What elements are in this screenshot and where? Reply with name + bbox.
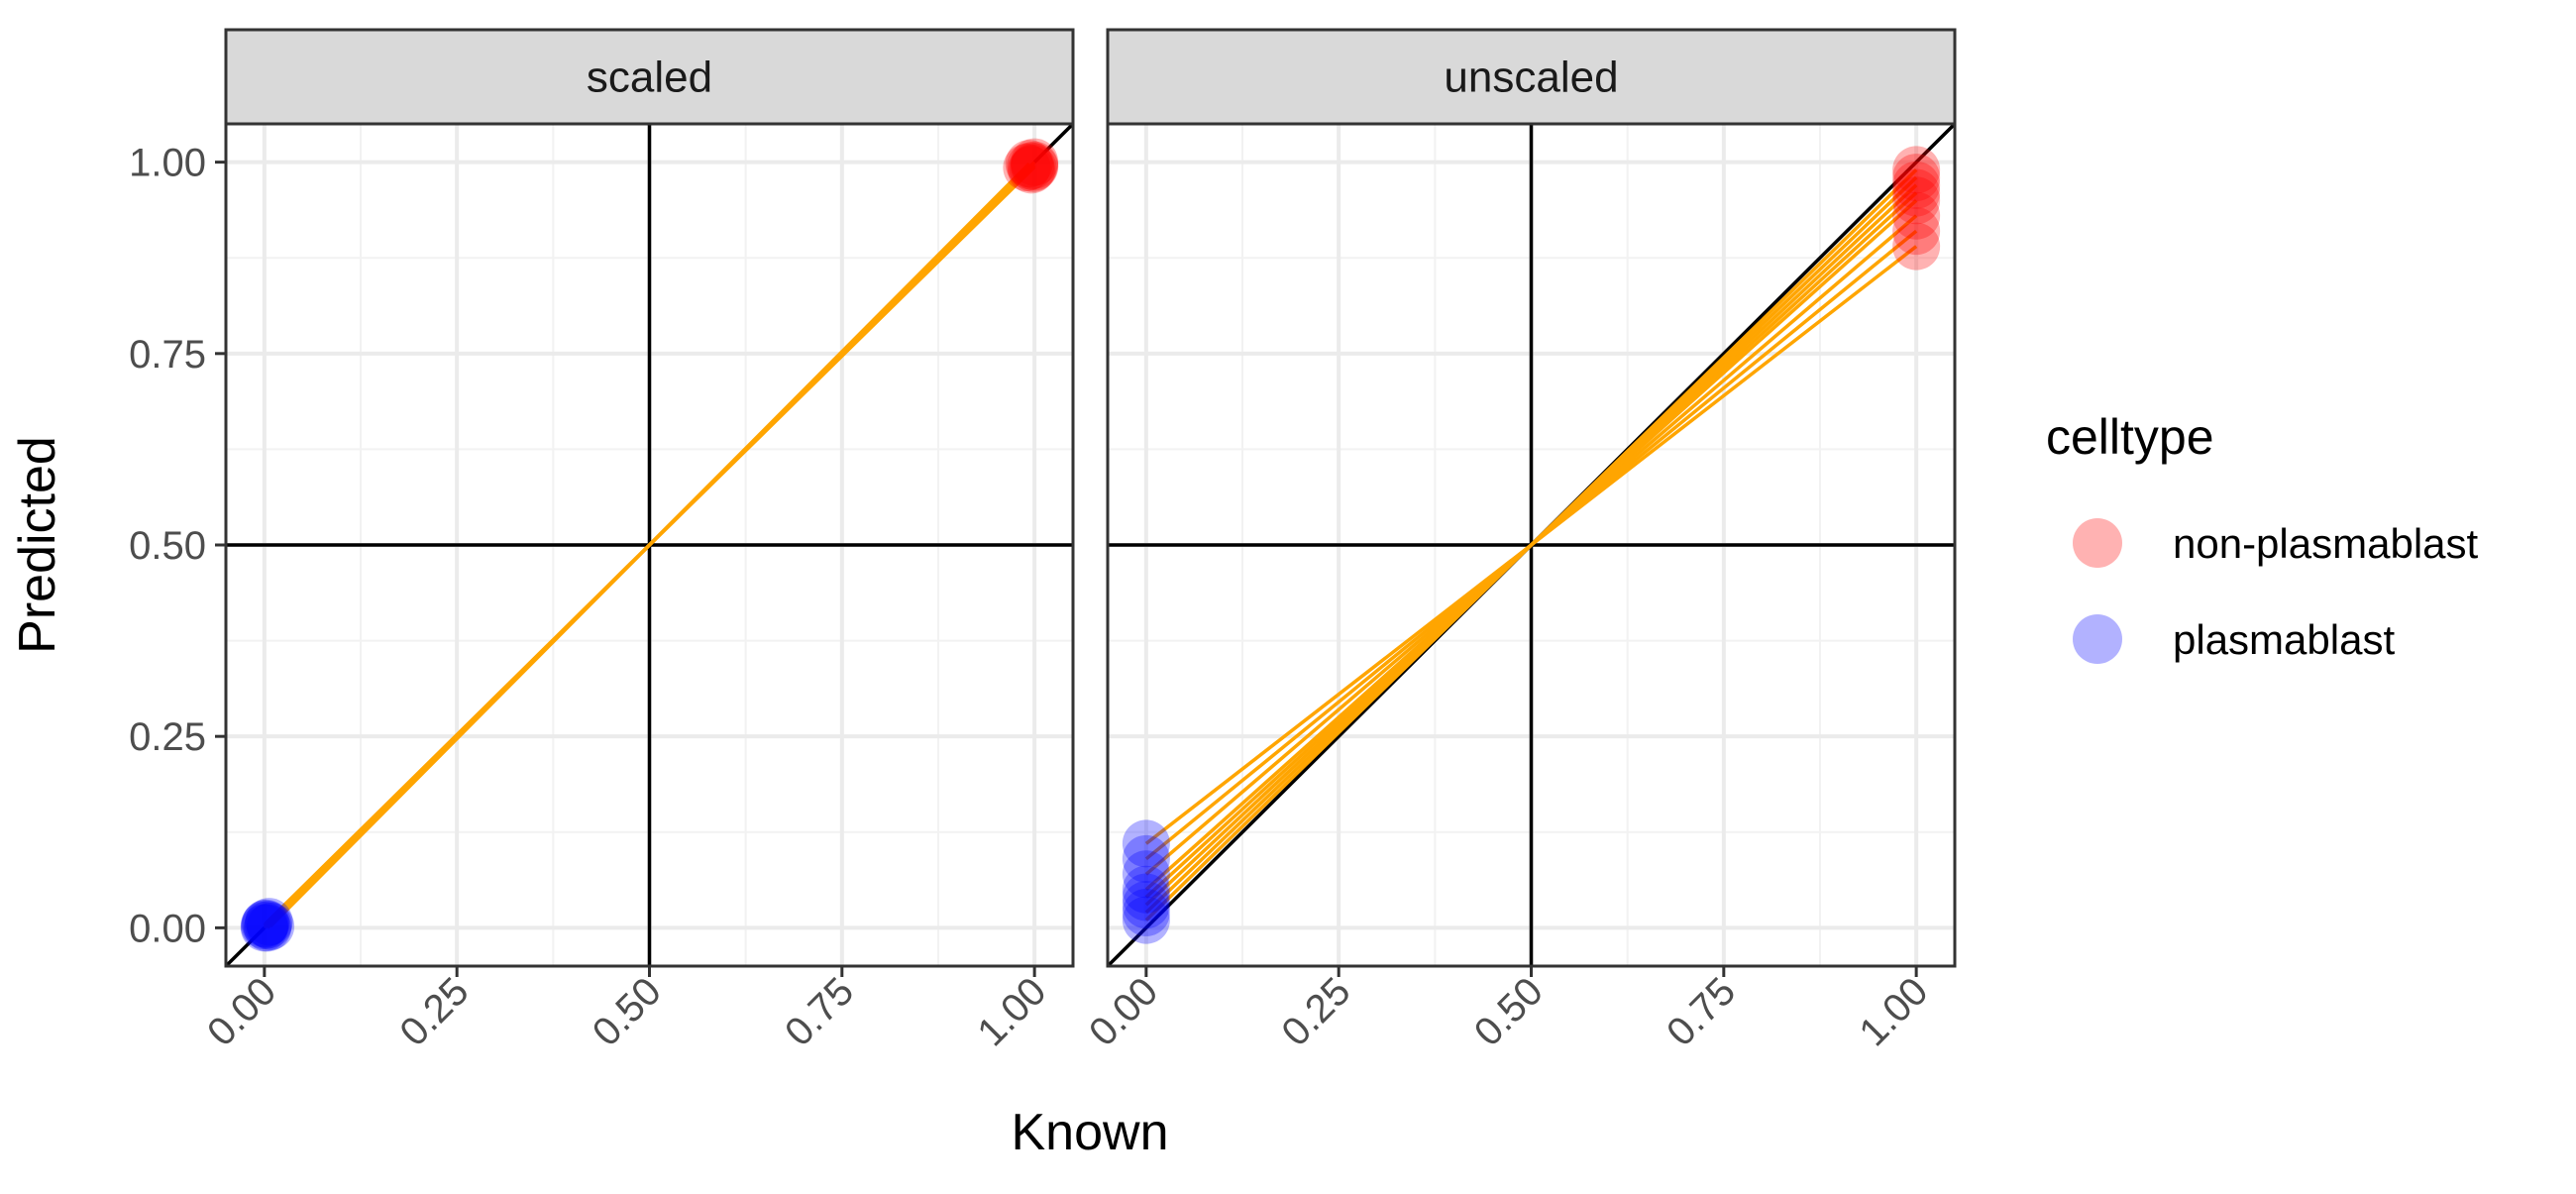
data-point-non-plasmablast: [1892, 191, 1941, 240]
fit-segment: [1144, 543, 1533, 845]
legend-label: non-plasmablast: [2173, 520, 2479, 567]
data-point-non-plasmablast: [1009, 144, 1057, 192]
data-point-plasmablast: [240, 904, 288, 952]
legend-entries: non-plasmablast plasmablast: [2073, 518, 2479, 664]
facet-strip: [224, 28, 1075, 126]
fit-segment: [1530, 245, 1918, 547]
data-point-plasmablast: [1122, 819, 1170, 868]
data-point-plasmablast: [241, 900, 289, 948]
fit-segment: [1144, 543, 1533, 861]
fit-segment: [1530, 168, 1918, 547]
y-tick-label: 0.25: [129, 715, 206, 759]
data-point-plasmablast: [1122, 896, 1170, 944]
x-tick-label: 0.25: [1273, 969, 1358, 1054]
data-point-plasmablast: [242, 899, 290, 947]
data-point-plasmablast: [1122, 834, 1170, 883]
legend-label: plasmablast: [2173, 616, 2395, 663]
legend-title: celltype: [2046, 409, 2214, 465]
fit-segment: [1144, 543, 1533, 922]
legend-key-non-plasmablast: [2073, 518, 2122, 568]
fit-segment: [1530, 229, 1918, 547]
fit-segment: [1144, 543, 1533, 899]
data-point-non-plasmablast: [1892, 168, 1941, 217]
x-tick-label: 0.00: [199, 969, 284, 1054]
panels-layer: scaled 0.00 0.25 0.50 0.75 1.00 0.00 0.25 0.50 0.…: [129, 28, 1957, 1054]
y-tick-label: 0.00: [129, 907, 206, 950]
data-point-plasmablast: [244, 901, 292, 949]
y-tick-label: 0.50: [129, 524, 206, 568]
data-point-non-plasmablast: [1003, 144, 1051, 192]
legend-key-plasmablast: [2073, 614, 2122, 664]
legend: celltype non-plasmablast plasmablast: [2046, 409, 2479, 664]
plot-area: [1108, 124, 1955, 966]
fit-segment: [1530, 214, 1918, 547]
x-tick-label: 0.75: [1659, 969, 1744, 1054]
data-point-plasmablast: [245, 898, 293, 946]
panel-unscaled: unscaled 0.00 0.25 0.50 0.75 1.00: [1081, 28, 1957, 1054]
y-tick-label: 0.75: [129, 333, 206, 377]
data-point-non-plasmablast: [1892, 146, 1941, 194]
data-point-plasmablast: [1122, 850, 1170, 899]
data-point-non-plasmablast: [1892, 176, 1941, 225]
facet-strip: [1106, 28, 1957, 126]
x-tick-label: 0.00: [1081, 969, 1166, 1054]
data-point-non-plasmablast: [1008, 146, 1056, 194]
data-point-non-plasmablast: [1005, 140, 1053, 188]
data-point-non-plasmablast: [1892, 154, 1941, 202]
data-point-plasmablast: [243, 904, 291, 952]
data-point-non-plasmablast: [1011, 138, 1059, 186]
data-point-non-plasmablast: [1011, 143, 1059, 191]
data-point-non-plasmablast: [1892, 161, 1941, 209]
x-axis-title: Known: [1012, 1104, 1169, 1161]
x-tick-label: 1.00: [1851, 969, 1936, 1054]
fit-segment: [648, 168, 1033, 547]
data-point-plasmablast: [240, 902, 288, 950]
panel-scaled: scaled 0.00 0.25 0.50 0.75 1.00 0.00 0.25 0.50 0.…: [129, 28, 1075, 1054]
data-point-non-plasmablast: [1007, 142, 1055, 190]
data-point-non-plasmablast: [1011, 141, 1059, 189]
x-tick-label: 0.75: [777, 969, 862, 1054]
data-point-plasmablast: [1122, 888, 1170, 936]
x-tick-label: 1.00: [969, 969, 1054, 1054]
plot-area: [226, 124, 1073, 966]
facet-strip-label: unscaled: [1444, 54, 1618, 102]
fit-segment: [264, 543, 651, 925]
y-tick-label: 1.00: [129, 142, 206, 185]
data-point-plasmablast: [247, 902, 295, 950]
data-point-plasmablast: [1122, 865, 1170, 914]
fit-segment: [1144, 543, 1533, 876]
data-point-non-plasmablast: [1892, 222, 1941, 271]
facet-strip-label: scaled: [587, 54, 712, 102]
x-tick-label: 0.50: [585, 969, 670, 1054]
data-point-plasmablast: [1122, 873, 1170, 922]
x-tick-label: 0.25: [391, 969, 477, 1054]
legend-entry: plasmablast: [2073, 614, 2395, 664]
data-point-non-plasmablast: [1892, 207, 1941, 256]
y-axis-title: Predicted: [9, 436, 66, 654]
x-tick-label: 0.50: [1466, 969, 1552, 1054]
legend-entry: non-plasmablast: [2073, 518, 2479, 568]
fit-segment: [1530, 191, 1918, 547]
data-point-plasmablast: [1122, 881, 1170, 929]
